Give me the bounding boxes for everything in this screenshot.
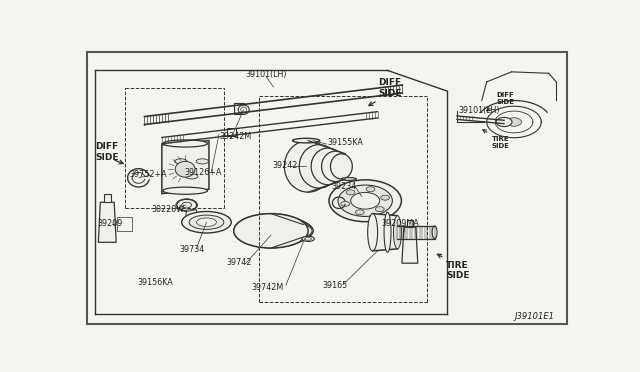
- Text: 39209MA: 39209MA: [381, 219, 419, 228]
- Ellipse shape: [163, 187, 207, 194]
- Circle shape: [182, 202, 191, 208]
- Ellipse shape: [341, 177, 356, 180]
- Text: 39742: 39742: [227, 259, 252, 267]
- Ellipse shape: [238, 105, 249, 114]
- Ellipse shape: [189, 215, 224, 230]
- Circle shape: [329, 180, 401, 222]
- Ellipse shape: [241, 107, 246, 112]
- Ellipse shape: [321, 151, 349, 182]
- Ellipse shape: [269, 220, 313, 242]
- Text: 39101(LH): 39101(LH): [458, 106, 499, 115]
- Ellipse shape: [278, 222, 313, 240]
- Polygon shape: [372, 214, 397, 251]
- Text: 39242: 39242: [273, 161, 298, 170]
- Ellipse shape: [257, 218, 312, 244]
- Ellipse shape: [196, 159, 209, 164]
- Ellipse shape: [300, 145, 339, 188]
- Polygon shape: [186, 210, 198, 220]
- Text: 39209: 39209: [97, 219, 123, 228]
- Circle shape: [177, 199, 196, 211]
- Bar: [104, 194, 111, 202]
- Bar: [227, 128, 236, 136]
- Bar: [407, 220, 413, 227]
- Circle shape: [507, 118, 522, 126]
- Text: 39165: 39165: [322, 281, 348, 290]
- Bar: [117, 217, 132, 231]
- Ellipse shape: [367, 214, 378, 251]
- Ellipse shape: [287, 225, 312, 237]
- Text: 39234: 39234: [331, 182, 356, 191]
- Text: DIFF
SIDE: DIFF SIDE: [497, 92, 515, 105]
- Text: 39242M: 39242M: [220, 132, 252, 141]
- Text: DIFF
SIDE: DIFF SIDE: [95, 142, 118, 162]
- Circle shape: [355, 210, 364, 215]
- Circle shape: [351, 192, 380, 209]
- Ellipse shape: [186, 174, 198, 179]
- Text: DIFF
SIDE: DIFF SIDE: [379, 78, 402, 97]
- Ellipse shape: [175, 159, 187, 164]
- Ellipse shape: [394, 216, 401, 249]
- Text: 39155KA: 39155KA: [327, 138, 363, 147]
- Ellipse shape: [311, 148, 345, 185]
- Ellipse shape: [302, 236, 314, 241]
- Text: 39734: 39734: [179, 245, 204, 254]
- Polygon shape: [99, 202, 116, 242]
- Circle shape: [346, 190, 355, 195]
- Circle shape: [381, 195, 390, 200]
- Text: TIRE
SIDE: TIRE SIDE: [446, 261, 470, 280]
- Ellipse shape: [234, 214, 308, 248]
- Polygon shape: [402, 227, 418, 263]
- Circle shape: [366, 187, 375, 192]
- Ellipse shape: [182, 212, 231, 233]
- Circle shape: [496, 118, 512, 126]
- Text: J39101E1: J39101E1: [515, 312, 555, 321]
- Ellipse shape: [284, 141, 332, 192]
- Ellipse shape: [330, 154, 352, 179]
- Circle shape: [376, 207, 384, 212]
- Text: 39126+A: 39126+A: [184, 168, 221, 177]
- Ellipse shape: [384, 212, 391, 252]
- Ellipse shape: [175, 161, 195, 177]
- Ellipse shape: [305, 237, 312, 240]
- Text: 30220W: 30220W: [152, 205, 185, 214]
- Ellipse shape: [246, 216, 310, 246]
- Ellipse shape: [196, 218, 216, 227]
- Bar: [234, 103, 244, 114]
- Ellipse shape: [234, 214, 308, 248]
- Ellipse shape: [292, 138, 320, 143]
- Text: TIRE
SIDE: TIRE SIDE: [492, 136, 509, 149]
- Text: 39752+A: 39752+A: [129, 170, 167, 179]
- Text: 39156KA: 39156KA: [137, 279, 173, 288]
- Ellipse shape: [432, 226, 437, 238]
- Circle shape: [341, 201, 349, 206]
- Ellipse shape: [163, 140, 207, 147]
- Text: 39742M: 39742M: [251, 283, 284, 292]
- Circle shape: [338, 185, 392, 217]
- Polygon shape: [162, 141, 209, 193]
- Text: 39101(LH): 39101(LH): [245, 70, 287, 79]
